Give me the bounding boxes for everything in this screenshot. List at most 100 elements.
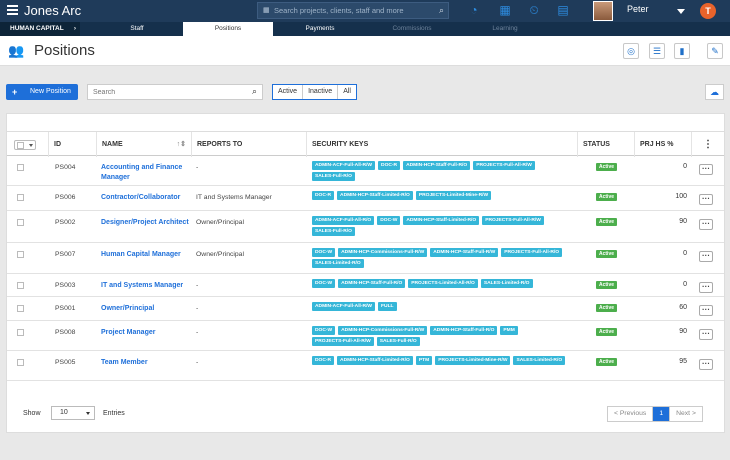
user-name[interactable]: Peter [627,4,649,14]
position-name-link[interactable]: Project Manager [101,329,156,336]
search-icon[interactable]: ⌕ [251,86,257,96]
filter-inactive[interactable]: Inactive [303,85,339,99]
row-checkbox[interactable] [17,219,24,226]
search-icon[interactable]: ⌕ [438,5,444,15]
security-key-badge: DOC-R [312,356,335,365]
avatar[interactable] [593,1,613,21]
security-key-badge: ADMIN-HCP-Staff-Full-R/W [430,248,499,257]
security-key-badge: PROJECTS-Full-All-R/O [501,248,563,257]
row-checkbox[interactable] [17,305,24,312]
row-checkbox[interactable] [17,164,24,171]
row-checkbox[interactable] [17,282,24,289]
security-key-badge: FULL [378,302,397,311]
new-position-button[interactable]: + New Position [6,84,78,100]
col-id[interactable]: ID [49,132,97,157]
calendar-check-icon[interactable]: ▤ [557,3,569,17]
row-checkbox[interactable] [17,359,24,366]
security-key-badge: ADMIN-HCP-Staff-Full-R/O [338,279,406,288]
sub-navigation: HUMAN CAPITAL › Staff Positions Payments … [0,22,730,36]
more-icon[interactable]: ··· [699,219,713,230]
row-checkbox[interactable] [17,251,24,258]
search-input[interactable] [93,87,243,98]
tab-positions[interactable]: Positions [183,22,273,36]
more-icon[interactable]: ··· [699,251,713,262]
list-icon[interactable]: ☰ [649,43,665,59]
position-name-link[interactable]: Owner/Principal [101,305,155,312]
col-status[interactable]: STATUS [578,132,635,157]
tab-learning[interactable]: Learning [492,25,518,32]
table-row: PS003 IT and Systems Manager - DOC-W ADMIN-H… [7,274,724,297]
clock-icon[interactable]: ◔ [470,3,478,17]
security-key-badge: DOC-W [312,326,336,335]
col-security-keys[interactable]: SECURITY KEYS [307,132,578,157]
security-key-badge: PTM [415,356,433,365]
prj-hs-value: 90 [679,328,687,335]
security-key-badge: SALES-Limited-R/O [480,279,533,288]
users-icon: 👥 [8,43,25,58]
breadcrumb[interactable]: HUMAN CAPITAL › [0,22,80,36]
position-name-link[interactable]: Designer/Project Architect [101,219,189,226]
more-icon[interactable]: ··· [699,282,713,293]
more-icon[interactable]: ··· [699,164,713,175]
col-name[interactable]: NAME ↑⇕ [97,132,192,157]
position-id: PS003 [55,282,76,289]
calendar-icon[interactable]: ▦ [499,3,511,17]
security-key-badge: DOC-W [312,279,336,288]
security-key-badge: PROJECTS-Full-All-R/W [482,216,544,225]
row-checkbox[interactable] [17,194,24,201]
security-key-badge: ADMIN-HCP-Commissions-Full-R/W [338,248,428,257]
global-search-input[interactable] [274,4,424,17]
sort-icon: ↑⇕ [176,141,186,148]
select-all-dropdown[interactable] [14,140,36,150]
pin-icon[interactable]: ✎ [707,43,723,59]
page-size-select[interactable]: 10 [51,406,95,420]
filter-active[interactable]: Active [273,85,304,99]
position-name-link[interactable]: Human Capital Manager [101,251,181,258]
security-keys: ADMIN-ACF-Full-All-R/W DOC-R ADMIN-HCP-Sta… [312,161,577,181]
next-page-button[interactable]: Next > [670,407,702,421]
previous-page-button[interactable]: < Previous [608,407,654,421]
col-prj-hs[interactable]: PRJ HS % [635,132,692,157]
menu-icon[interactable] [7,5,18,15]
search-field[interactable]: ⌕ [87,84,263,100]
more-icon[interactable]: ··· [699,329,713,340]
chevron-down-icon[interactable] [677,9,685,14]
column-menu-icon[interactable]: ⋮ [703,139,713,150]
tab-payments[interactable]: Payments [305,25,335,32]
row-checkbox[interactable] [17,329,24,336]
prj-hs-value: 60 [679,304,687,311]
status-filter: Active Inactive All [272,84,357,100]
table-row: PS007 Human Capital Manager Owner/Principa… [7,243,724,274]
position-name-link[interactable]: Contractor/Collaborator [101,194,181,201]
global-search[interactable]: ▦ ⌕ [257,2,449,19]
status-badge: Active [596,358,618,366]
reports-to: - [196,359,199,366]
tab-commissions[interactable]: Commissions [392,25,432,32]
security-keys: ADMIN-ACF-Full-All-R/O DOC-W ADMIN-HCP-Sta… [312,216,577,236]
position-name-link[interactable]: Team Member [101,359,148,366]
notification-orb[interactable]: T [700,3,716,19]
page-title: Positions [34,42,95,59]
more-icon[interactable]: ··· [699,359,713,370]
reports-to: Owner/Principal [196,219,244,226]
chart-icon[interactable]: ▮ [674,43,690,59]
more-icon[interactable]: ··· [699,194,713,205]
security-key-badge: ADMIN-HCP-Staff-Limited-R/O [337,191,413,200]
timer-icon[interactable]: ⏲ [529,3,539,17]
new-position-label: New Position [30,88,71,95]
table-header: ID NAME ↑⇕ REPORTS TO SECURITY KEYS STATU… [7,131,724,157]
position-name-link[interactable]: Accounting and Finance Manager [101,164,183,181]
tab-staff[interactable]: Staff [130,25,144,32]
page-1-button[interactable]: 1 [653,407,671,421]
select-all-checkbox[interactable] [17,142,24,149]
position-id: PS005 [55,359,76,366]
position-name-link[interactable]: IT and Systems Manager [101,282,184,289]
filter-all[interactable]: All [343,88,351,95]
cloud-download-icon[interactable]: ☁ [705,84,724,100]
security-keys: ADMIN-ACF-Full-All-R/W FULL [312,302,577,311]
brand-name[interactable]: Jones Arc [24,3,82,18]
dashboard-icon[interactable]: ◎ [623,43,639,59]
col-reports-to[interactable]: REPORTS TO [192,132,307,157]
row-checkbox-cell [17,219,24,226]
more-icon[interactable]: ··· [699,305,713,316]
